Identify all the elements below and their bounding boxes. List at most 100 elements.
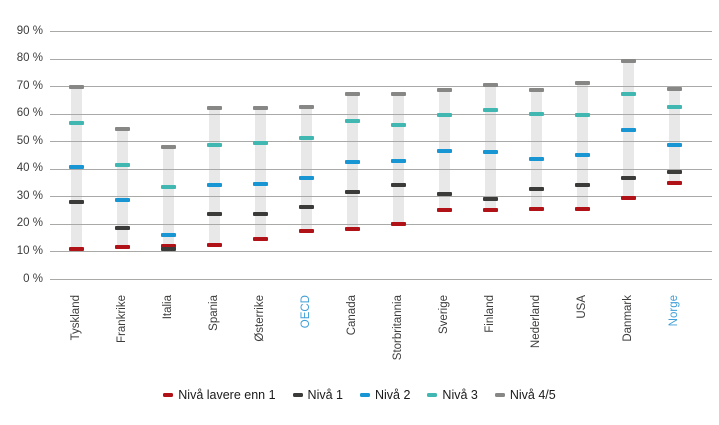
marker-gray — [390, 92, 406, 97]
marker-teal — [482, 107, 498, 112]
marker-gray — [114, 126, 130, 131]
marker-red — [436, 208, 452, 213]
marker-blue — [298, 176, 314, 181]
marker-blue — [252, 181, 268, 186]
gridline — [50, 223, 712, 225]
marker-teal — [528, 111, 544, 116]
marker-teal — [114, 162, 130, 167]
gridline — [50, 196, 712, 198]
marker-red — [160, 243, 176, 248]
marker-dark — [206, 212, 222, 217]
marker-gray — [160, 144, 176, 149]
marker-dark — [390, 183, 406, 188]
column-band — [668, 86, 680, 185]
gridline — [50, 141, 712, 143]
gridline — [50, 86, 712, 88]
legend-dash-icon — [494, 393, 505, 397]
column-band — [576, 81, 588, 211]
y-tick-label: 20 % — [16, 217, 43, 230]
marker-dark — [666, 169, 682, 174]
gridline — [50, 279, 712, 280]
gridline — [50, 31, 712, 32]
marker-gray — [482, 82, 498, 87]
marker-blue — [528, 157, 544, 162]
legend-label: Nivå 2 — [374, 388, 411, 402]
column-band — [484, 82, 496, 213]
y-tick-label: 0 % — [23, 272, 43, 285]
marker-dark — [344, 190, 360, 195]
y-tick-label: 30 % — [16, 189, 43, 202]
y-tick-label: 50 % — [16, 134, 43, 147]
marker-dark — [528, 187, 544, 192]
marker-gray — [68, 85, 84, 90]
y-tick-label: 10 % — [16, 244, 43, 257]
marker-teal — [574, 113, 590, 118]
legend-dash-icon — [427, 393, 438, 397]
y-tick-label: 40 % — [16, 162, 43, 175]
marker-red — [114, 245, 130, 250]
legend: Nivå lavere enn 1 Nivå 1 Nivå 2 Nivå 3 Nivå … — [0, 388, 719, 402]
marker-gray — [666, 86, 682, 91]
marker-dark — [114, 226, 130, 231]
marker-red — [252, 237, 268, 242]
marker-red — [528, 206, 544, 211]
column-band — [208, 106, 220, 247]
marker-gray — [620, 59, 636, 64]
legend-item: Nivå lavere enn 1 — [163, 388, 276, 402]
marker-red — [574, 206, 590, 211]
marker-teal — [206, 143, 222, 148]
marker-teal — [620, 92, 636, 97]
marker-red — [344, 227, 360, 232]
marker-dark — [68, 199, 84, 204]
legend-dash-icon — [292, 393, 303, 397]
marker-blue — [114, 198, 130, 203]
marker-red — [390, 221, 406, 226]
marker-dark — [482, 197, 498, 202]
marker-blue — [482, 150, 498, 155]
marker-red — [666, 180, 682, 185]
marker-teal — [666, 104, 682, 109]
marker-red — [298, 228, 314, 233]
column-band — [162, 144, 174, 251]
marker-gray — [252, 106, 268, 111]
marker-teal — [160, 184, 176, 189]
legend-dash-icon — [359, 393, 370, 397]
marker-gray — [436, 88, 452, 93]
marker-blue — [436, 148, 452, 153]
marker-teal — [252, 140, 268, 145]
marker-teal — [298, 136, 314, 141]
marker-gray — [574, 81, 590, 86]
marker-blue — [344, 159, 360, 164]
column-band — [116, 126, 128, 250]
legend-label: Nivå 1 — [307, 388, 343, 402]
gridline — [50, 168, 712, 170]
marker-blue — [620, 128, 636, 133]
legend-item: Nivå 3 — [427, 388, 478, 402]
legend-label: Nivå 4/5 — [509, 388, 556, 402]
marker-gray — [344, 92, 360, 97]
marker-blue — [68, 165, 84, 170]
marker-teal — [344, 118, 360, 123]
legend-item: Nivå 2 — [359, 388, 411, 402]
y-tick-label: 90 % — [16, 24, 43, 37]
marker-red — [482, 208, 498, 213]
marker-dark — [436, 191, 452, 196]
legend-label: Nivå lavere enn 1 — [178, 388, 276, 402]
marker-blue — [390, 158, 406, 163]
marker-gray — [298, 104, 314, 109]
marker-dark — [160, 246, 176, 251]
marker-dark — [298, 205, 314, 210]
marker-gray — [528, 88, 544, 93]
marker-red — [620, 195, 636, 200]
y-tick-label: 80 % — [16, 52, 43, 65]
marker-teal — [436, 113, 452, 118]
marker-dark — [574, 183, 590, 188]
gridline — [50, 113, 712, 115]
gridline — [50, 58, 712, 60]
column-band — [530, 88, 542, 211]
gridline — [50, 251, 712, 253]
marker-blue — [160, 232, 176, 237]
legend-label: Nivå 3 — [442, 388, 478, 402]
